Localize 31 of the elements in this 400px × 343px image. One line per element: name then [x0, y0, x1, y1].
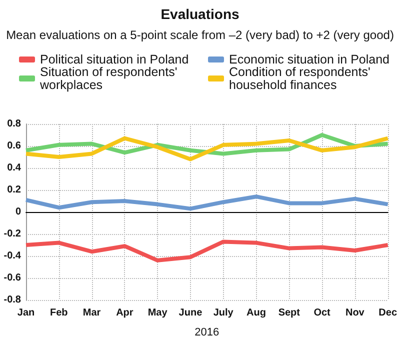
x-tick-label: Sept: [278, 308, 301, 318]
x-tick-label: Feb: [50, 308, 68, 318]
y-tick-label: 0.4: [7, 162, 22, 174]
x-tick-label: Mar: [82, 308, 101, 318]
x-tick-label: Nov: [345, 308, 365, 318]
line-series: [24, 136, 390, 162]
x-tick-label: May: [148, 308, 168, 318]
legend-label: Situation of respondents' workplaces: [39, 65, 181, 92]
x-tick-label: Aug: [246, 308, 266, 318]
y-tick-label: 0: [15, 206, 22, 218]
x-tick-label: June: [178, 308, 203, 318]
legend-label: Condition of respondents' household finances: [229, 65, 374, 92]
y-tick-label: 0.6: [7, 140, 22, 152]
y-tick-label: -0.4: [4, 250, 22, 262]
x-tick-label: July: [213, 308, 234, 318]
y-tick-label: -0.2: [4, 228, 22, 240]
y-tick-label: -0.6: [4, 272, 22, 284]
y-tick-label: 0.8: [7, 118, 22, 130]
x-tick-label: Apr: [116, 308, 134, 318]
chart-title: Evaluations: [160, 6, 240, 22]
x-tick-label: Oct: [314, 308, 332, 318]
line-series: [24, 240, 390, 262]
x-axis-title: 2016: [194, 326, 220, 338]
legend-label: Political situation in Poland: [40, 52, 189, 66]
legend-label: Economic situation in Poland: [229, 52, 390, 66]
x-tick-label: Jan: [17, 308, 35, 318]
x-tick-label: Dec: [378, 308, 398, 318]
line-series: [24, 194, 390, 211]
y-tick-label: 0.2: [7, 184, 22, 196]
chart-subtitle: Mean evaluations on a 5-point scale from –2 (very bad) to +2 (very good): [6, 28, 394, 42]
y-tick-label: -0.8: [4, 294, 22, 306]
